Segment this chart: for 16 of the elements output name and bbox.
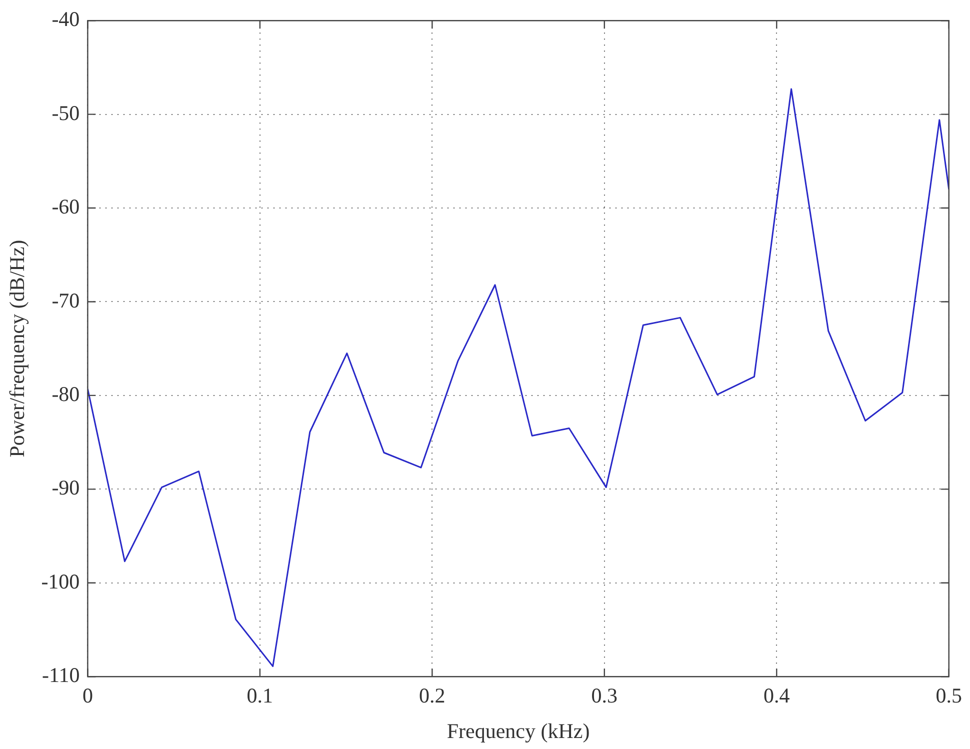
x-axis-title: Frequency (kHz): [446, 718, 590, 743]
y-tick-label: -80: [52, 382, 80, 406]
x-tick-label: 0.1: [246, 684, 274, 708]
y-tick-label: -90: [52, 476, 80, 500]
y-tick-label: -100: [41, 569, 80, 594]
y-tick-label: -50: [52, 100, 80, 125]
y-tick-label: -40: [52, 7, 80, 32]
x-tick-label: 0.4: [764, 684, 790, 708]
y-tick-label: -70: [52, 288, 80, 312]
y-axis-title: Power/frequency (dB/Hz): [5, 240, 30, 458]
y-tick-label: -110: [42, 663, 80, 688]
x-tick-label: 0.3: [591, 684, 618, 708]
x-tick-label: 0.5: [936, 684, 962, 708]
x-tick-label: 0.2: [419, 684, 446, 708]
x-tick-label: 0: [82, 684, 93, 708]
y-tick-label: -60: [52, 194, 80, 219]
